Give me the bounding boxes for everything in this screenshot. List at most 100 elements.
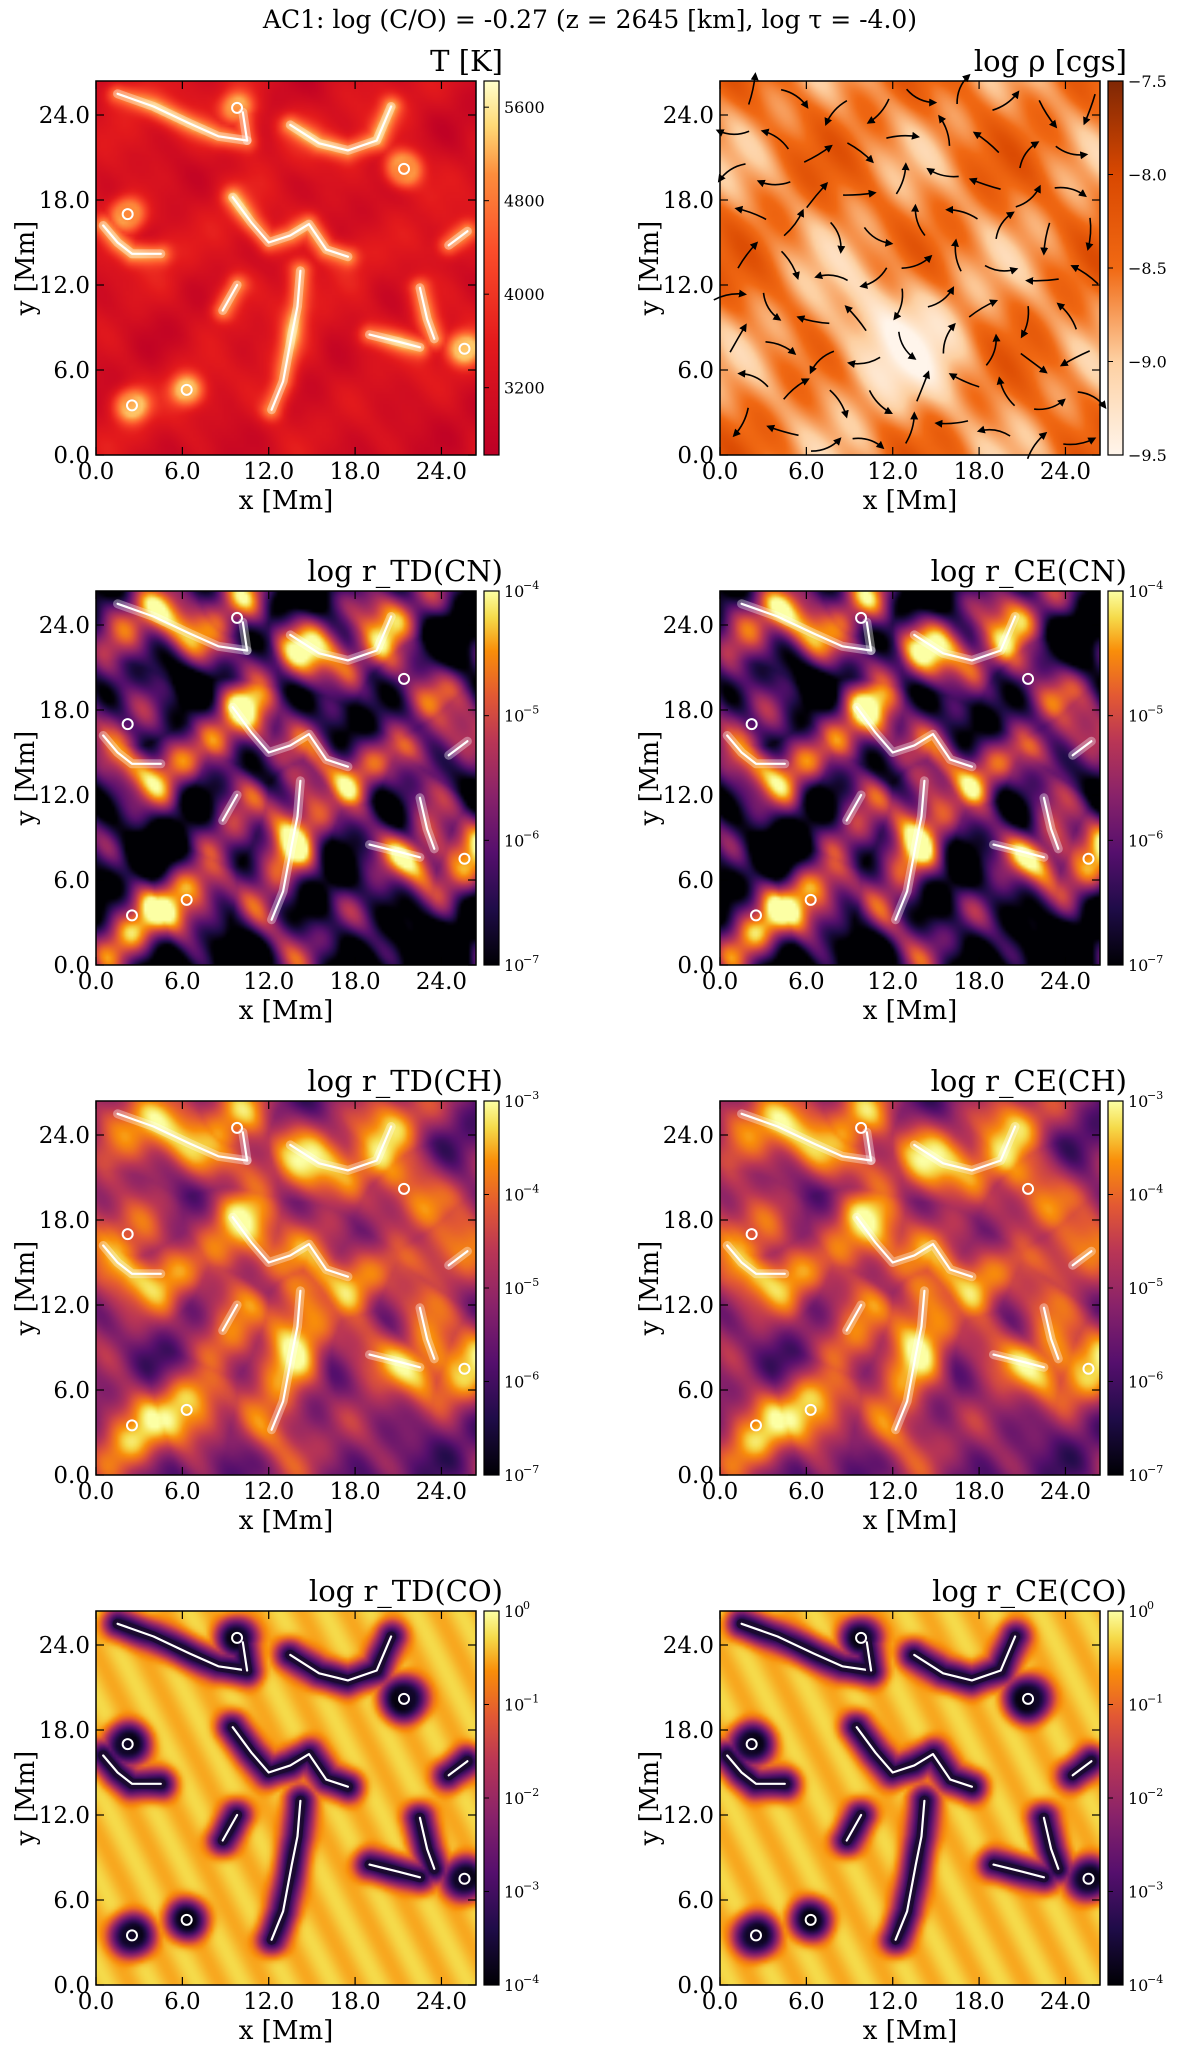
axes-frame xyxy=(95,1100,477,1476)
contour-loop xyxy=(804,893,817,906)
contour-loop xyxy=(745,718,758,731)
colorbar-exponent: −4 xyxy=(523,1973,539,1986)
streamline xyxy=(996,376,1016,407)
streamline xyxy=(783,378,810,400)
contour-line xyxy=(116,602,249,652)
contour-line xyxy=(740,1622,873,1672)
colorbar-exponent: −3 xyxy=(523,1089,539,1102)
streamline xyxy=(766,424,799,437)
y-tick-label: 24.0 xyxy=(39,613,90,639)
contour-line xyxy=(368,333,421,349)
colorbar-label: 10 xyxy=(504,1466,524,1485)
y-tick-label: 12.0 xyxy=(39,273,90,299)
colorbar-exponent: −5 xyxy=(523,1276,539,1289)
contour-loop xyxy=(1022,1692,1035,1705)
contour-loop xyxy=(121,208,134,221)
y-tick-label: 6.0 xyxy=(53,1378,90,1404)
streamline xyxy=(783,208,805,237)
streamline xyxy=(756,179,791,188)
colorbar-label: 10 xyxy=(1128,1696,1148,1715)
streamline xyxy=(968,299,999,318)
contour-line xyxy=(726,1754,786,1785)
contour-line xyxy=(102,1754,162,1785)
streamline xyxy=(847,356,881,369)
streamline xyxy=(916,370,930,402)
contour-line xyxy=(992,843,1046,859)
panel-title: log r_CE(CH) xyxy=(931,1064,1127,1099)
contour-line xyxy=(913,1635,1017,1682)
contour-line xyxy=(241,111,249,142)
streamline xyxy=(1040,222,1051,256)
streamline xyxy=(796,315,830,325)
contour-line xyxy=(231,1726,349,1788)
colorbar-label: −7.5 xyxy=(1128,72,1167,91)
contour-line xyxy=(447,740,469,757)
colorbar-label: 10 xyxy=(1128,1186,1148,1205)
streamline xyxy=(809,350,835,375)
contour-line xyxy=(1042,796,1060,850)
colorbar-label: 10 xyxy=(504,1696,524,1715)
contour-loop xyxy=(458,342,471,355)
streamline xyxy=(938,114,951,146)
y-tick-label: 24.0 xyxy=(663,1633,714,1659)
colorbar-exponent: −2 xyxy=(523,1786,539,1799)
y-tick-label: 0.0 xyxy=(677,1463,714,1489)
x-tick-label: 0.0 xyxy=(78,459,115,485)
x-axis-label: x [Mm] xyxy=(239,996,334,1026)
contour-loop xyxy=(125,1419,138,1432)
axes-frame xyxy=(95,590,477,966)
heatmap-r-td-cn xyxy=(96,591,476,965)
streamline xyxy=(806,182,829,209)
panel-density: 0.0 6.0 12.0 18.0 24.0 0.0 6.0 12.0 18.0 24.0 x [M… xyxy=(635,44,1167,516)
y-axis-label: y [Mm] xyxy=(635,1241,665,1337)
contour-loop xyxy=(749,1419,762,1432)
contour-line xyxy=(855,706,974,768)
heatmap-r-td-co xyxy=(96,1611,476,1985)
streamline xyxy=(713,289,747,301)
streamline xyxy=(843,189,877,198)
contour-loop xyxy=(180,1403,193,1416)
colorbar-exponent: −4 xyxy=(1147,579,1163,592)
streamline xyxy=(780,88,809,109)
contour-line xyxy=(740,602,873,652)
contour-line xyxy=(726,1244,786,1275)
x-axis-label: x [Mm] xyxy=(239,486,334,516)
contour-line xyxy=(289,1125,393,1172)
contour-loop xyxy=(855,1121,868,1134)
axes-frame xyxy=(719,1610,1101,1986)
contour-loop xyxy=(745,1228,758,1241)
colorbar xyxy=(483,590,500,966)
x-tick-label: 0.0 xyxy=(78,1479,115,1505)
x-tick-label: 0.0 xyxy=(78,1989,115,2015)
streamline xyxy=(1020,352,1048,374)
temperature-contours xyxy=(98,1109,472,1435)
contour-line xyxy=(1071,740,1093,757)
panel-title: T [K] xyxy=(430,44,503,78)
colorbar-exponent: −7 xyxy=(1147,1463,1163,1476)
streamline xyxy=(901,254,933,269)
temperature-contours xyxy=(722,599,1096,925)
contour-loop xyxy=(458,852,471,865)
colorbar-exponent: −6 xyxy=(523,1370,539,1383)
x-axis-label: x [Mm] xyxy=(239,1506,334,1536)
temperature-contours xyxy=(98,89,472,415)
colorbar-exponent: −5 xyxy=(1147,704,1163,717)
contour-loop xyxy=(231,101,244,114)
contour-loop xyxy=(855,611,868,624)
y-tick-label: 6.0 xyxy=(677,1888,714,1914)
colorbar-label: 10 xyxy=(504,1602,524,1621)
colorbar-exponent: −1 xyxy=(523,1693,539,1706)
colorbar-label: −8.0 xyxy=(1128,166,1167,185)
contour-loop xyxy=(745,1738,758,1751)
y-axis-label: y [Mm] xyxy=(11,1241,41,1337)
colorbar-exponent: −3 xyxy=(1147,1880,1163,1893)
panel-r-ce-cn: 0.0 6.0 12.0 18.0 24.0 0.0 6.0 12.0 18.0 24.0 x [M… xyxy=(635,554,1163,1026)
colorbar-label: 10 xyxy=(504,1186,524,1205)
x-tick-label: 12.0 xyxy=(867,459,918,485)
x-tick-label: 0.0 xyxy=(702,1479,739,1505)
contour-loop xyxy=(749,1929,762,1942)
streamline xyxy=(995,211,1015,240)
contour-loop xyxy=(458,1362,471,1375)
streamline xyxy=(868,390,893,415)
streamline xyxy=(905,411,919,444)
